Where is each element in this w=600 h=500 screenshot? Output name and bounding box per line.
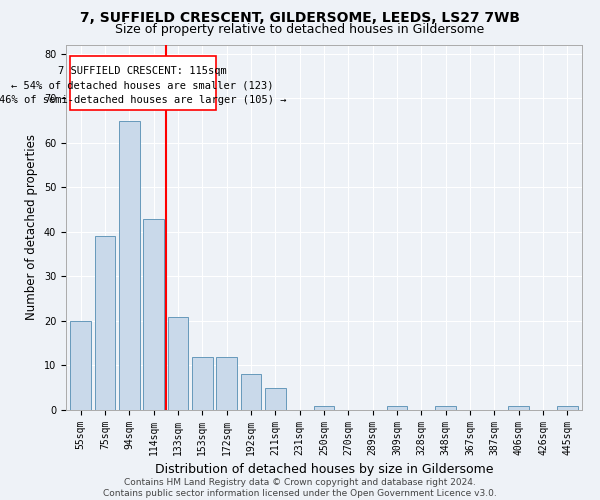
Text: 7 SUFFIELD CRESCENT: 115sqm: 7 SUFFIELD CRESCENT: 115sqm: [58, 66, 227, 76]
X-axis label: Distribution of detached houses by size in Gildersome: Distribution of detached houses by size …: [155, 464, 493, 476]
Bar: [70, 56, 215, 110]
Bar: [216, 356, 237, 410]
Bar: [143, 218, 164, 410]
Bar: [314, 406, 334, 410]
Bar: [241, 374, 262, 410]
Bar: [95, 236, 115, 410]
Bar: [265, 388, 286, 410]
Text: 46% of semi-detached houses are larger (105) →: 46% of semi-detached houses are larger (…: [0, 95, 286, 105]
Text: Contains HM Land Registry data © Crown copyright and database right 2024.
Contai: Contains HM Land Registry data © Crown c…: [103, 478, 497, 498]
Bar: [436, 406, 456, 410]
Bar: [70, 321, 91, 410]
Text: 7, SUFFIELD CRESCENT, GILDERSOME, LEEDS, LS27 7WB: 7, SUFFIELD CRESCENT, GILDERSOME, LEEDS,…: [80, 11, 520, 25]
Bar: [386, 406, 407, 410]
Bar: [557, 406, 578, 410]
Text: Size of property relative to detached houses in Gildersome: Size of property relative to detached ho…: [115, 22, 485, 36]
Y-axis label: Number of detached properties: Number of detached properties: [25, 134, 38, 320]
Bar: [192, 356, 212, 410]
Bar: [167, 316, 188, 410]
Bar: [119, 120, 140, 410]
Bar: [508, 406, 529, 410]
Text: ← 54% of detached houses are smaller (123): ← 54% of detached houses are smaller (12…: [11, 80, 274, 90]
